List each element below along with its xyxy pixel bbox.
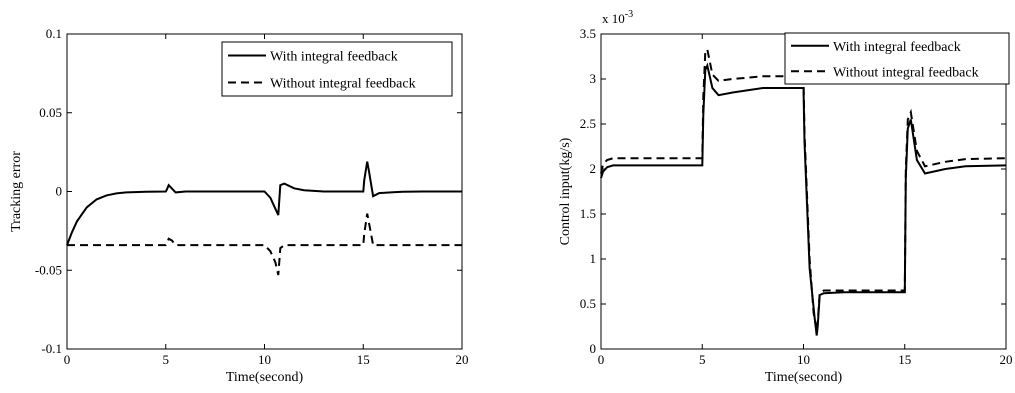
legend-entry: Without integral feedback bbox=[833, 65, 979, 80]
y-axis-label: Control input(kg/s) bbox=[558, 137, 573, 245]
x-tick-label: 15 bbox=[898, 352, 911, 367]
legend-box bbox=[784, 32, 1010, 85]
legend-entry: With integral feedback bbox=[833, 40, 961, 55]
x-axis-label: Time(second) bbox=[765, 370, 843, 385]
x-tick-label: 5 bbox=[163, 352, 170, 367]
legend-entry: With integral feedback bbox=[270, 50, 398, 65]
y-tick-label: 2.5 bbox=[580, 116, 596, 131]
series-line-with-integral bbox=[600, 62, 1007, 336]
tracking-error-chart: 0 5 10 15 20 -0.1 -0.05 0 0.05 0.1 Time(second) Tra… bbox=[9, 26, 469, 385]
y-tick-label: 3 bbox=[590, 71, 597, 86]
y-tick-label: 1 bbox=[590, 251, 597, 266]
y-tick-label: 0.5 bbox=[580, 296, 596, 311]
y-tick-label: 1.5 bbox=[580, 206, 596, 221]
series-line-without-integral bbox=[67, 213, 462, 276]
y-axis-label: Tracking error bbox=[9, 151, 24, 232]
x-tick-label: 0 bbox=[64, 352, 71, 367]
y-tick-label: -0.1 bbox=[41, 341, 62, 356]
control-input-chart: 0 5 10 15 20 0 0.5 1 1.5 2 2.5 3 3.5 Time(second) Cont… bbox=[558, 9, 1013, 385]
x-tick-label: 20 bbox=[1000, 352, 1013, 367]
y-multiplier-label: x 10-3 bbox=[602, 9, 633, 26]
x-tick-label: 10 bbox=[797, 352, 810, 367]
series-line-without-integral bbox=[600, 46, 1007, 332]
series-line-with-integral bbox=[66, 161, 462, 246]
y-tick-label: 0.1 bbox=[46, 26, 62, 41]
y-tick-label: -0.05 bbox=[35, 262, 62, 277]
y-tick-label: 2 bbox=[590, 161, 597, 176]
legend-entry: Without integral feedback bbox=[270, 77, 416, 92]
x-tick-label: 0 bbox=[598, 352, 605, 367]
x-tick-label: 15 bbox=[357, 352, 370, 367]
y-tick-label: 0 bbox=[56, 184, 63, 199]
x-tick-label: 5 bbox=[699, 352, 706, 367]
x-tick-label: 10 bbox=[258, 352, 271, 367]
y-tick-label: 0.05 bbox=[39, 105, 62, 120]
y-tick-label: 0 bbox=[590, 341, 597, 356]
x-tick-label: 20 bbox=[456, 352, 469, 367]
x-axis-label: Time(second) bbox=[226, 370, 304, 385]
legend-box bbox=[221, 41, 453, 97]
y-multiplier-exponent: -3 bbox=[625, 9, 633, 20]
y-tick-label: 3.5 bbox=[580, 26, 596, 41]
